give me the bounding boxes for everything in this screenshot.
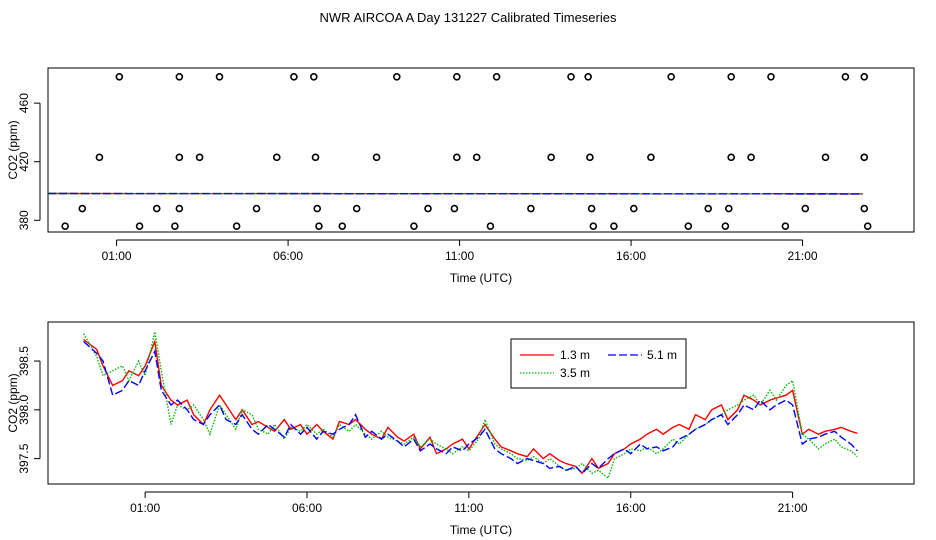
x-tick-label: 16:00 [616,501,646,515]
legend-label-1-3m: 1.3 m [560,348,590,362]
data-point [450,204,459,213]
data-point [410,222,418,230]
data-point [721,222,730,230]
data-point [589,222,598,230]
x-tick-label: 01:00 [130,501,160,515]
data-point [453,72,461,81]
plot-frame [47,321,915,485]
data-point [584,72,592,81]
data-point [338,222,347,230]
data-point [727,153,735,162]
data-point [860,204,869,213]
data-point [486,222,495,230]
data-point [860,153,869,162]
data-point [492,72,501,81]
data-point [272,153,281,162]
data-point [860,72,869,81]
figure-title: NWR AIRCOA A Day 131227 Calibrated Times… [320,10,617,25]
x-axis-label: Time (UTC) [450,523,512,537]
data-point [727,72,735,81]
data-point [252,204,261,213]
series-line-3-5-m [82,331,858,480]
x-tick-label: 21:00 [778,501,808,515]
y-tick-label: 397.5 [17,443,31,473]
x-tick-label: 21:00 [788,249,818,263]
x-tick-label: 01:00 [102,249,132,263]
plot-frame [47,67,915,233]
data-point [290,72,298,81]
data-point [424,204,432,213]
data-point [175,72,184,81]
data-point [767,72,775,81]
data-point [78,204,87,213]
data-point [95,153,104,162]
data-point [152,204,161,213]
data-point [175,153,184,162]
data-point [393,72,401,81]
data-point [724,204,733,213]
series-line-1-3-m [83,338,858,475]
x-tick-label: 06:00 [273,249,303,263]
data-point [453,153,461,162]
data-point [232,222,241,230]
top-panel-scatter: 01:00 06:00 11:00 16:00 21:00 Time (UTC) 380 42… [6,67,915,285]
data-point [747,153,755,162]
series-line-5-1-m [83,340,858,475]
data-point [115,72,124,81]
x-tick-label: 11:00 [454,501,483,515]
x-tick-label: 06:00 [292,501,322,515]
data-point [547,153,555,162]
data-point [841,72,850,81]
x-tick-label: 16:00 [616,249,646,263]
data-point [175,204,184,213]
data-point [801,204,810,213]
data-point [472,153,481,162]
data-point [527,204,535,213]
data-point [61,222,69,230]
data-point [315,222,323,230]
data-point [313,204,322,213]
data-point [781,222,790,230]
y-tick-label: 398.0 [17,394,31,424]
data-point [684,222,693,230]
y-axis-label: CO2 (ppm) [6,120,20,179]
data-point [863,222,872,230]
y-tick-label: 420 [17,151,31,171]
data-point [195,153,204,162]
legend: 1.3 m 3.5 m 5.1 m [510,338,687,389]
data-point [311,153,320,162]
data-point [372,153,381,162]
y-tick-label: 398.5 [17,346,31,376]
y-tick-label: 460 [17,93,31,113]
legend-box [510,338,687,389]
data-point [567,72,575,81]
data-point [171,222,179,230]
data-point [629,204,638,213]
y-axis-label: CO2 (ppm) [6,373,20,432]
x-tick-label: 11:00 [445,249,474,263]
data-point [667,72,675,81]
data-point [587,204,596,213]
x-axis-label: Time (UTC) [450,271,512,285]
data-point [704,204,713,213]
data-point [821,153,830,162]
data-point [135,222,144,230]
data-point [610,222,618,230]
y-tick-label: 380 [17,210,31,230]
data-point [310,72,318,81]
data-point [352,204,361,213]
data-point [647,153,655,162]
legend-label-3-5m: 3.5 m [560,366,590,380]
data-point [586,153,594,162]
data-point [215,72,224,81]
legend-label-5-1m: 5.1 m [647,348,677,362]
bottom-panel-lines: 01:00 06:00 11:00 16:00 21:00 Time (UTC) 397.5… [6,321,915,537]
